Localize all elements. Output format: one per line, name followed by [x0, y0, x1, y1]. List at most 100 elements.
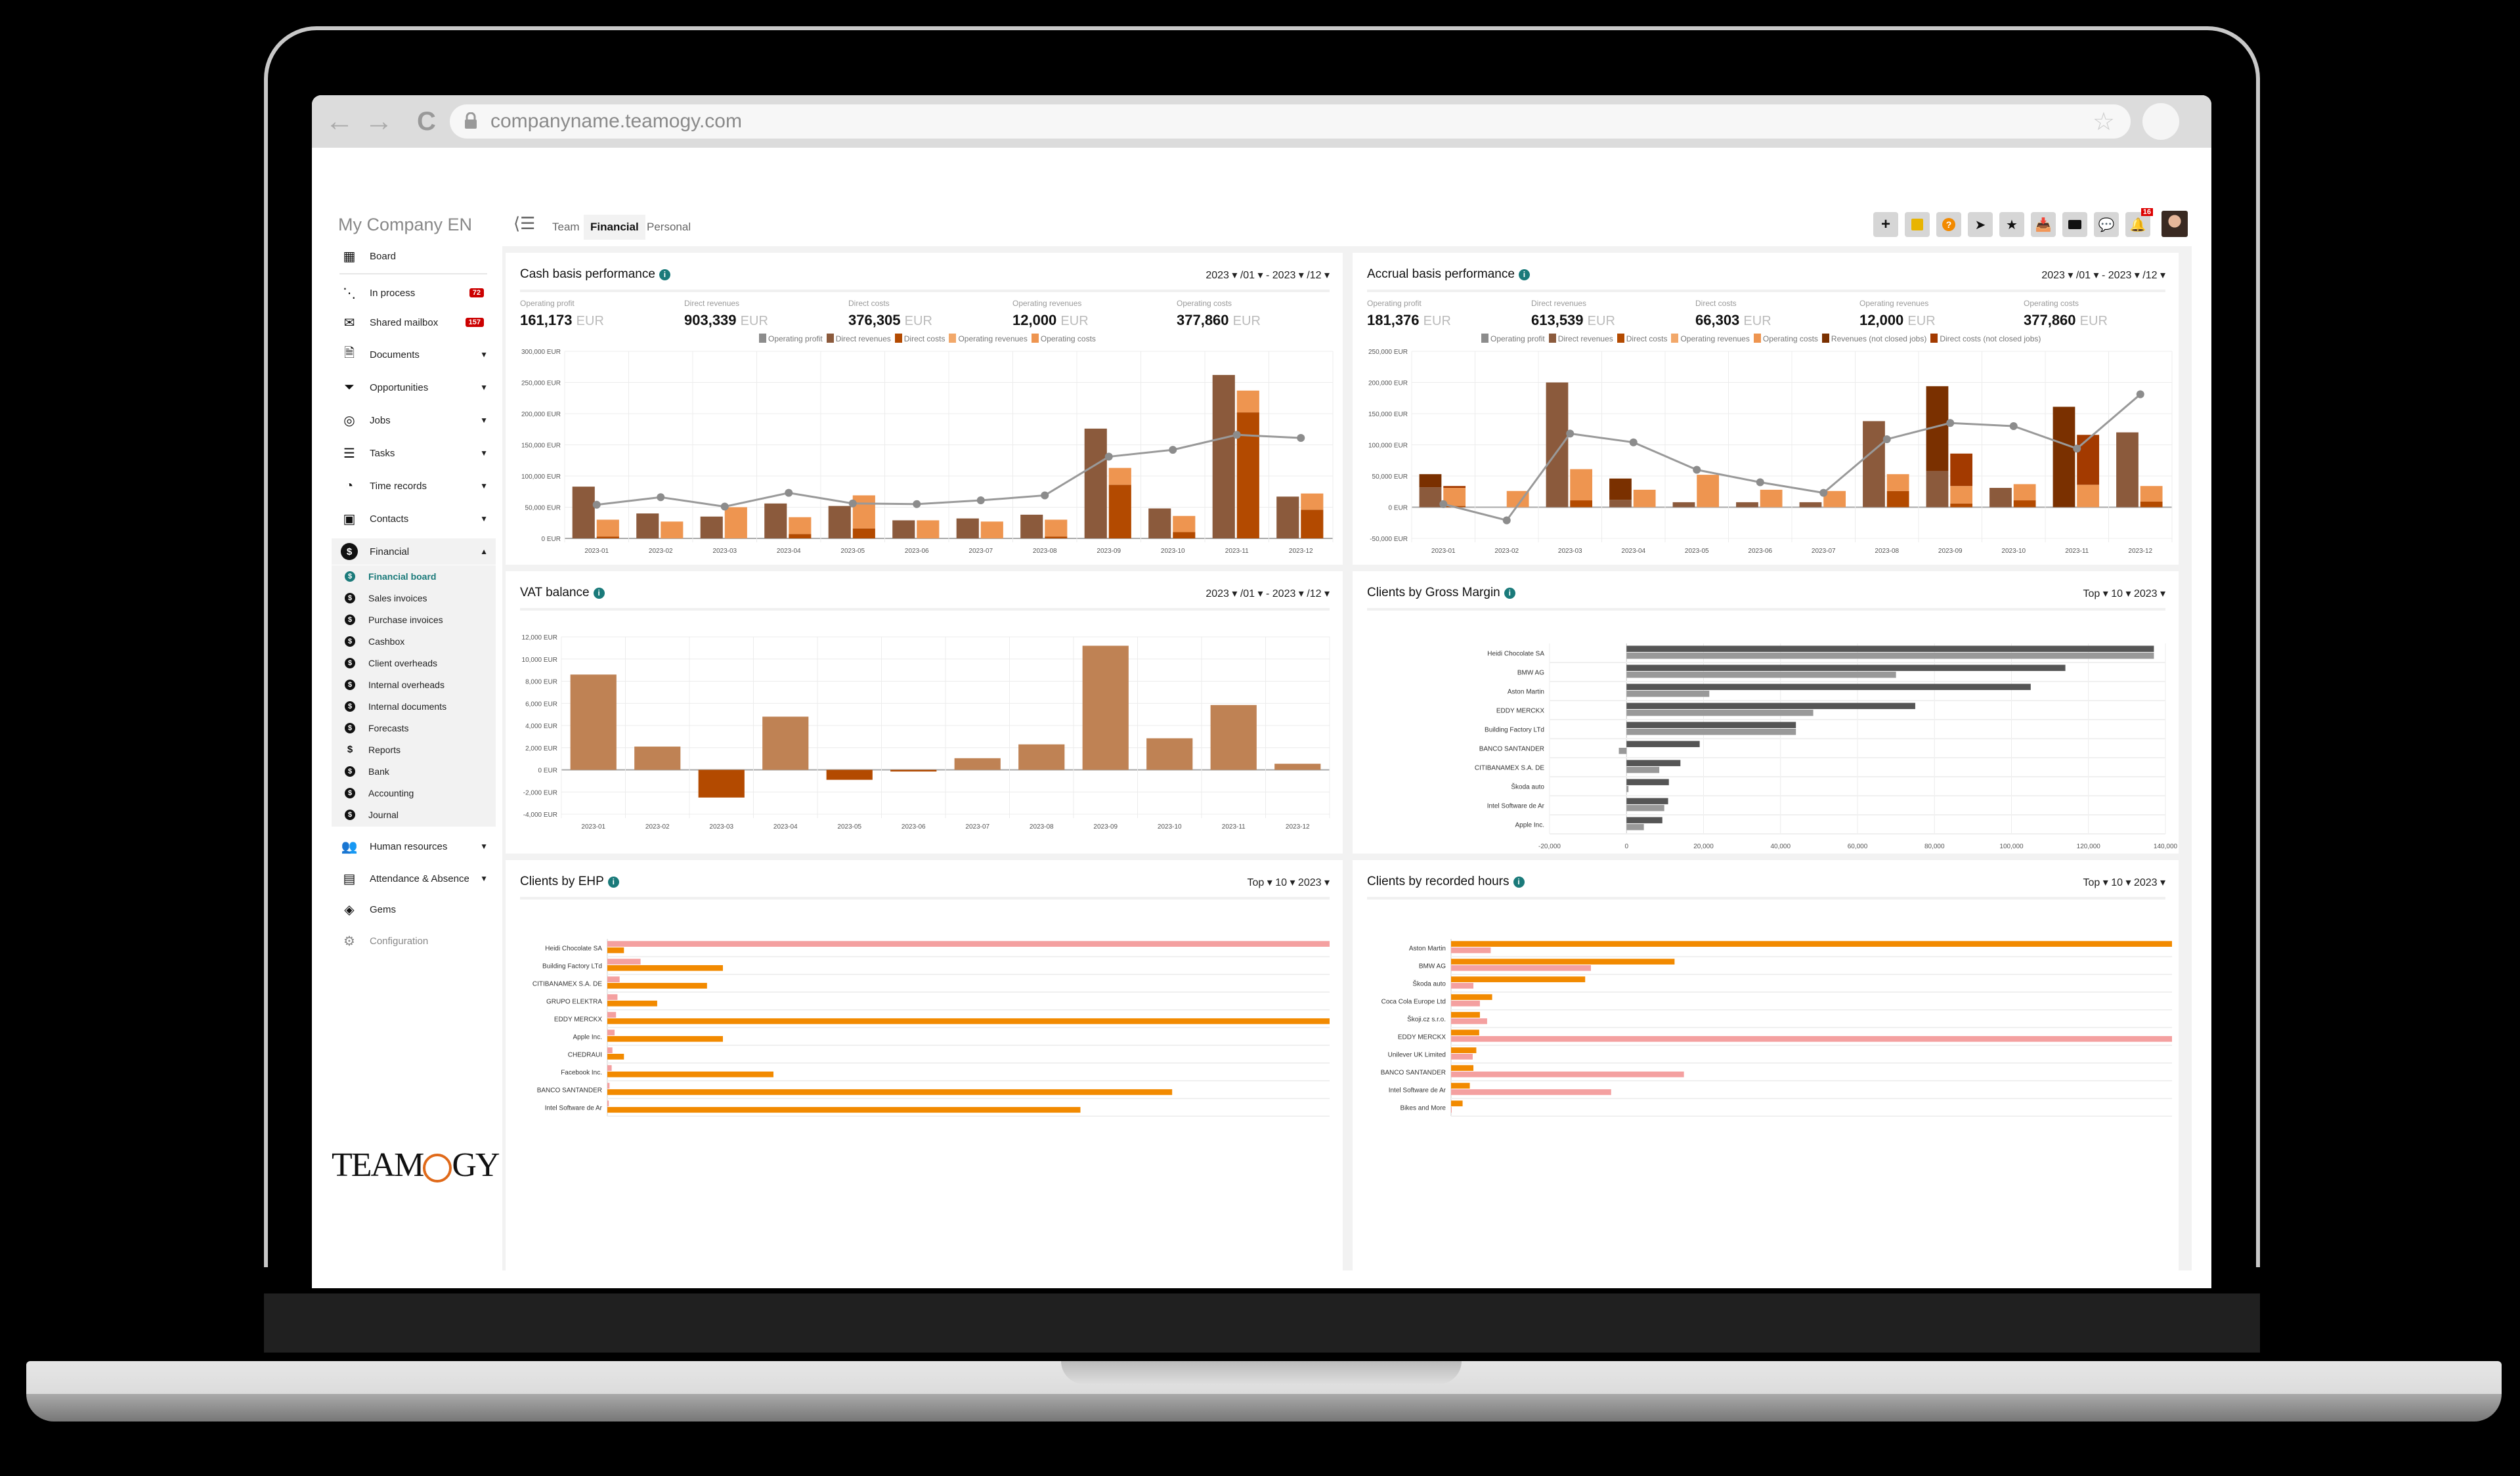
sidebar-subitem-label: Journal	[368, 809, 399, 820]
chevron-down-icon: ▼	[480, 448, 488, 458]
inbox-button[interactable]: 📥	[2031, 212, 2056, 237]
sidebar-item-gems[interactable]: ◈ Gems	[332, 896, 496, 923]
svg-text:40,000: 40,000	[1770, 843, 1791, 850]
sidebar-item-tasks[interactable]: ☰ Tasks ▼	[332, 440, 496, 466]
legend-label[interactable]: Operating costs	[1762, 334, 1818, 343]
top-year-select[interactable]: Top ▾ 10 ▾ 2023 ▾	[1247, 877, 1330, 888]
favorites-button[interactable]: ★	[1999, 212, 2024, 237]
svg-text:200,000 EUR: 200,000 EUR	[1368, 380, 1408, 387]
notes-button[interactable]	[1905, 212, 1930, 237]
kpi-operating-revenues: Operating revenues 12,000 EUR	[1859, 299, 1936, 328]
sidebar-item-label: Opportunities	[370, 381, 429, 393]
sidebar-subitem-label: Internal overheads	[368, 679, 445, 690]
notifications-button[interactable]: 🔔 16	[2125, 208, 2153, 237]
sidebar-item-human-resources[interactable]: 👥 Human resources ▼	[332, 833, 496, 859]
reload-icon[interactable]: C	[417, 107, 436, 136]
browser-profile-button[interactable]	[2142, 103, 2179, 140]
legend-label[interactable]: Direct costs	[903, 334, 945, 343]
sidebar-item-attendance[interactable]: ▤ Attendance & Absence ▼	[332, 865, 496, 892]
svg-text:2023-12: 2023-12	[2128, 548, 2152, 555]
sidebar-subitem-accounting[interactable]: $ Accounting	[332, 782, 496, 804]
sidebar-subitem-sales-invoices[interactable]: $ Sales invoices	[332, 587, 496, 609]
sidebar-item-documents[interactable]: 🗎 Documents ▼	[332, 341, 496, 368]
sidebar-subitem-reports[interactable]: $ Reports	[332, 739, 496, 760]
legend-label[interactable]: Revenues (not closed jobs)	[1831, 334, 1927, 343]
legend-label[interactable]: Direct costs (not closed jobs)	[1940, 334, 2041, 343]
people-icon: 👥	[341, 839, 358, 854]
user-avatar[interactable]	[2162, 211, 2188, 237]
sidebar-item-board[interactable]: ▦ Board	[332, 243, 496, 269]
legend-label[interactable]: Operating profit	[1490, 334, 1545, 343]
legend-label[interactable]: Operating profit	[768, 334, 823, 343]
sidebar-subitem-journal[interactable]: $ Journal	[332, 804, 496, 825]
chart-legend[interactable]: Operating profit Direct revenues Direct co…	[755, 334, 1096, 343]
sidebar-subitem-bank[interactable]: $ Bank	[332, 760, 496, 782]
chat-button[interactable]: 💬	[2094, 212, 2119, 237]
sidebar-item-time-records[interactable]: ◔ Time records ▼	[332, 473, 496, 499]
sidebar-item-in-process[interactable]: ⋱ In process 72	[332, 280, 496, 306]
svg-text:Intel Software de Ar: Intel Software de Ar	[545, 1105, 603, 1112]
sidebar-subitem-internal-overheads[interactable]: $ Internal overheads	[332, 674, 496, 695]
legend-label[interactable]: Direct revenues	[835, 334, 891, 343]
info-icon[interactable]: i	[1518, 269, 1530, 280]
bookmark-star-icon[interactable]: ☆	[2092, 108, 2115, 136]
sidebar-item-label: Financial	[370, 546, 410, 557]
address-bar[interactable]: companyname.teamogy.com ☆	[450, 104, 2131, 139]
info-icon[interactable]: i	[659, 269, 670, 280]
video-button[interactable]	[2062, 212, 2087, 237]
date-range-select[interactable]: 2023 ▾ /01 ▾ - 2023 ▾ /12 ▾	[1206, 270, 1330, 281]
legend-swatch	[1481, 334, 1488, 343]
sidebar-item-jobs[interactable]: ◎ Jobs ▼	[332, 407, 496, 433]
info-icon[interactable]: i	[607, 877, 619, 888]
kpi-operating-revenues: Operating revenues 12,000 EUR	[1012, 299, 1089, 328]
legend-label[interactable]: Operating costs	[1040, 334, 1096, 343]
tab-team[interactable]: Team	[552, 221, 580, 233]
tab-financial[interactable]: Financial	[584, 215, 645, 240]
svg-text:EDDY MERCKX: EDDY MERCKX	[1496, 708, 1544, 715]
sidebar-item-configuration[interactable]: ⚙ Configuration	[332, 928, 496, 954]
legend-label[interactable]: Operating revenues	[958, 334, 1028, 343]
chart-legend[interactable]: Operating profit Direct revenues Direct co…	[1477, 334, 2041, 343]
info-icon[interactable]: i	[1513, 877, 1525, 888]
help-button[interactable]: ?	[1936, 212, 1961, 237]
sidebar-subitem-client-overheads[interactable]: $ Client overheads	[332, 652, 496, 674]
svg-text:Bikes and More: Bikes and More	[1401, 1105, 1446, 1112]
sidebar-subitem-financial-board[interactable]: $ Financial board	[332, 565, 496, 587]
info-icon[interactable]: i	[1504, 588, 1515, 599]
sidebar-subitem-label: Reports	[368, 744, 401, 755]
legend-label[interactable]: Direct costs	[1626, 334, 1668, 343]
panel-title: Clients by EHP i	[520, 875, 619, 889]
svg-text:BANCO SANTANDER: BANCO SANTANDER	[1381, 1070, 1446, 1077]
sidebar-subitem-internal-documents[interactable]: $ Internal documents	[332, 695, 496, 717]
svg-text:0 EUR: 0 EUR	[538, 768, 557, 775]
sidebar-item-shared-mailbox[interactable]: ✉ Shared mailbox 157	[332, 309, 496, 336]
sidebar-item-opportunities[interactable]: ⏷ Opportunities ▼	[332, 374, 496, 401]
sidebar-subitem-purchase-invoices[interactable]: $ Purchase invoices	[332, 609, 496, 630]
svg-text:2023-08: 2023-08	[1875, 548, 1899, 555]
top-year-select[interactable]: Top ▾ 10 ▾ 2023 ▾	[2083, 588, 2165, 599]
ehp-chart: Heidi Chocolate SA Building Factory LTd CI…	[506, 906, 1343, 1129]
add-button[interactable]: +	[1873, 212, 1898, 237]
sidebar-subitem-label: Forecasts	[368, 722, 409, 733]
sidebar-subitem-forecasts[interactable]: $ Forecasts	[332, 717, 496, 739]
date-range-select[interactable]: 2023 ▾ /01 ▾ - 2023 ▾ /12 ▾	[2041, 270, 2165, 281]
sidebar-item-financial[interactable]: $ Financial ▲	[332, 538, 496, 565]
svg-text:Building Factory LTd: Building Factory LTd	[542, 963, 602, 970]
date-range-select[interactable]: 2023 ▾ /01 ▾ - 2023 ▾ /12 ▾	[1206, 588, 1330, 599]
svg-text:120,000: 120,000	[2077, 843, 2101, 850]
legend-label[interactable]: Direct revenues	[1557, 334, 1613, 343]
info-icon[interactable]: i	[593, 588, 605, 599]
legend-label[interactable]: Operating revenues	[1680, 334, 1750, 343]
back-icon[interactable]: ←	[325, 105, 354, 137]
kpi-direct-costs: Direct costs 66,303 EUR	[1695, 299, 1771, 328]
top-year-select[interactable]: Top ▾ 10 ▾ 2023 ▾	[2083, 877, 2165, 888]
svg-text:2023-10: 2023-10	[1161, 548, 1185, 555]
forward-icon[interactable]: →	[364, 105, 393, 137]
send-button[interactable]: ➤	[1968, 212, 1993, 237]
sidebar-item-contacts[interactable]: ▣ Contacts ▼	[332, 506, 496, 532]
sidebar-subitem-cashbox[interactable]: $ Cashbox	[332, 630, 496, 652]
clock-icon: ◔	[345, 478, 354, 493]
tab-personal[interactable]: Personal	[647, 221, 691, 233]
teamogy-logo: TEAM GY	[332, 1146, 500, 1184]
collapse-sidebar-icon[interactable]: ⟨☰	[513, 213, 536, 233]
